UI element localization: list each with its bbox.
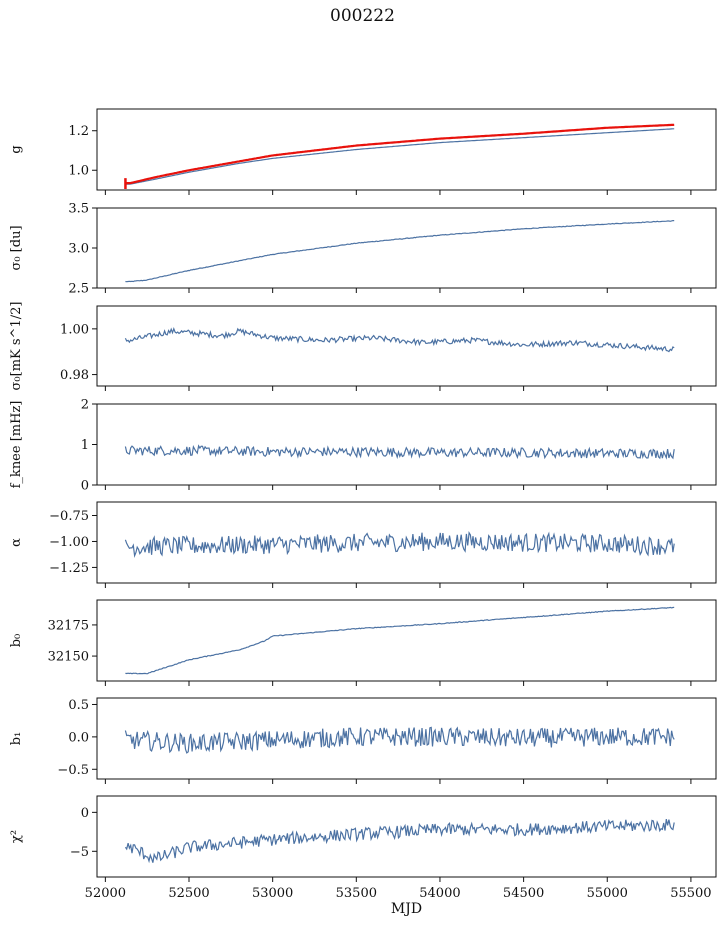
ylabel-sigma0-du: σ₀ [du] [9,225,24,270]
series-fknee-0 [124,444,675,460]
series-sigma0-mk-0 [124,327,675,353]
series-sigma0-du-0 [125,220,675,283]
panel-frame-fknee [96,403,717,486]
ytick-label-alpha-0: −1.25 [49,561,89,576]
panel-frame-sigma0-mk [96,305,717,387]
ytick-label-alpha-1: −1.00 [49,535,89,550]
series-b1-0 [124,726,675,754]
ytick-label-g-1: 1.2 [68,124,89,139]
series-b0-0 [125,606,675,675]
ylabel-g: g [9,145,24,153]
panel-frame-sigma0-du [96,207,717,289]
series-alpha-0 [124,531,675,559]
ytick-label-chi2-1: 0 [81,806,89,821]
ytick-label-sigma0-du-1: 3.0 [68,242,89,257]
ytick-label-g-0: 1.0 [68,164,89,179]
series-g-0 [125,128,675,185]
panel-frame-b0 [96,599,717,682]
series-g-1 [125,123,675,185]
panel-frame-chi2 [96,795,717,878]
ytick-label-sigma0-du-2: 3.5 [68,202,89,217]
xtick-label-2: 53000 [252,886,293,901]
ytick-label-b0-0: 32150 [48,650,89,665]
xtick-label-1: 52500 [168,886,209,901]
xtick-label-7: 55500 [670,886,711,901]
panel-frame-g [96,108,717,191]
ylabel-chi2: χ² [9,830,24,843]
xlabel: MJD [391,901,422,917]
panel-frame-b1 [96,697,717,780]
ytick-label-b0-1: 32175 [48,618,89,633]
ylabel-b0: b₀ [9,634,24,648]
xtick-label-0: 52000 [85,886,126,901]
xtick-label-4: 54000 [419,886,460,901]
xtick-label-3: 53500 [336,886,377,901]
ytick-label-sigma0-du-0: 2.5 [68,282,89,297]
ytick-label-alpha-2: −0.75 [49,509,89,524]
ytick-label-fknee-2: 2 [81,398,89,413]
figure-title: 000222 [330,6,395,26]
ytick-label-fknee-1: 1 [81,438,89,453]
ytick-label-b1-2: 0.5 [68,698,89,713]
xtick-label-5: 54500 [503,886,544,901]
series-chi2-0 [124,818,675,864]
ylabel-alpha: α [9,538,24,547]
ylabel-fknee: f_knee [mHz] [9,401,24,489]
ylabel-sigma0-mk: σ₀[mK s^1/2] [9,302,24,391]
xtick-label-6: 55000 [587,886,628,901]
panel-frame-alpha [96,501,717,584]
ytick-label-b1-1: 0.0 [68,730,89,745]
ytick-label-chi2-0: −5 [70,845,89,860]
ytick-label-sigma0-mk-1: 1.00 [60,322,89,337]
ylabel-b1: b₁ [9,732,24,746]
ytick-label-fknee-0: 0 [81,479,89,494]
ytick-label-sigma0-mk-0: 0.98 [60,368,89,383]
ytick-label-b1-0: −0.5 [57,763,89,778]
